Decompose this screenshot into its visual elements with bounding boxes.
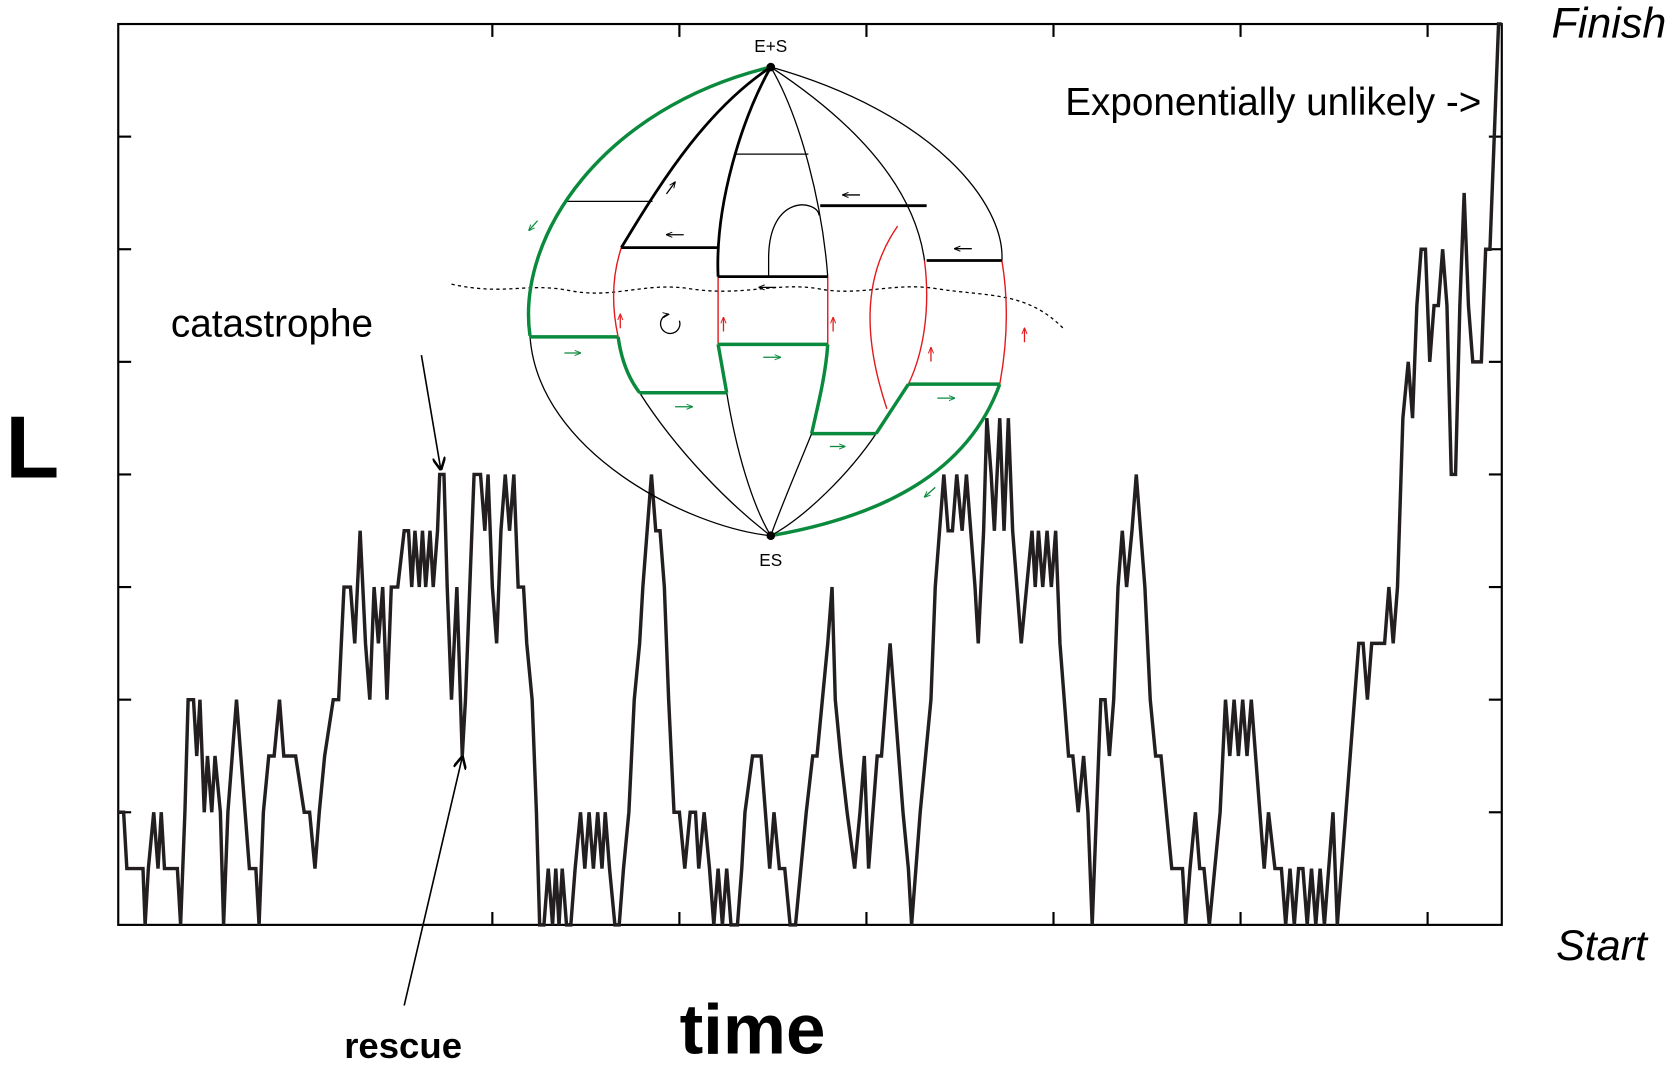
start-label: Start [1556,922,1649,970]
edge [620,65,772,249]
arrow [665,182,676,195]
node [766,62,776,72]
edge [770,66,1003,261]
edge [639,392,772,537]
trajectory-line [118,22,1502,927]
annotation: catastrophe [171,302,373,345]
edge [767,204,820,277]
edge [869,225,899,410]
edge [529,335,771,537]
edge [770,66,829,277]
node-label: ES [759,550,782,570]
node-label: E+S [754,36,787,56]
edge [874,383,910,435]
y-axis-label: L [5,397,59,496]
annotation-arrow [420,354,440,469]
edge [612,247,623,337]
node [766,531,776,541]
arrow [925,486,936,497]
annotation: rescue [344,1025,462,1065]
inset-diagram: E+S ES [451,36,1065,570]
edge [809,344,830,434]
flow-arrows [529,182,1025,497]
edge [716,66,772,277]
arrow [529,220,538,231]
edge [770,433,877,537]
edge [770,66,926,261]
edge [726,392,772,537]
finish-label: Finish [1552,0,1667,48]
edge [770,383,1002,538]
edge [616,336,641,394]
cycle-icon [659,314,681,335]
edge [999,260,1008,385]
x-axis-label: time [680,990,826,1065]
annotation-arrow [403,757,462,1006]
edge [770,433,813,536]
annotation: Exponentially unlikely -> [1065,81,1481,124]
edge [716,344,729,394]
edge [526,65,772,337]
edge [907,260,928,385]
threshold-line [451,283,1065,330]
